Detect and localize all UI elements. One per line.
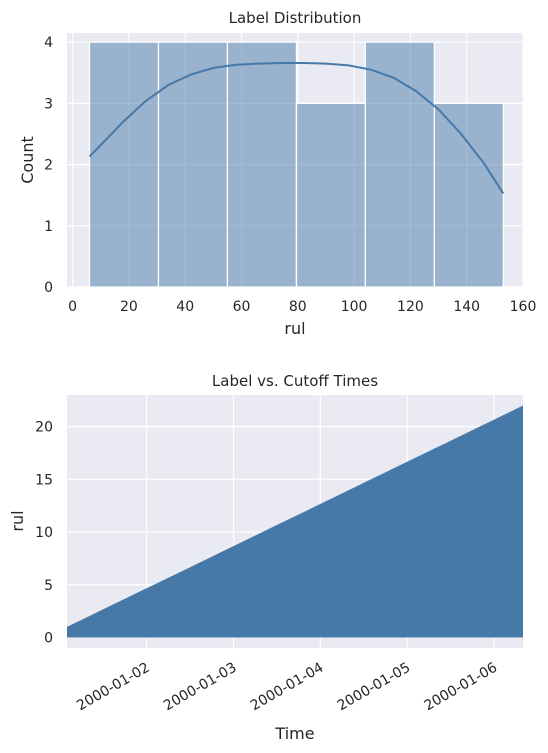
x-tick-label: 2000-01-04 — [248, 660, 327, 715]
histogram-bars — [88, 41, 504, 288]
x-tick-label: 120 — [397, 299, 424, 315]
y-tick-labels: 0 5 10 15 20 — [35, 420, 53, 647]
x-tick-label: 140 — [453, 299, 480, 315]
histogram-bar — [364, 41, 435, 288]
histogram-bar — [433, 102, 504, 288]
y-tick-label: 0 — [44, 280, 53, 296]
area-chart: Label vs. Cutoff Times 2000-01-02 2000-01… — [8, 372, 523, 743]
x-tick-label: 160 — [510, 299, 537, 315]
y-axis-label: Count — [18, 136, 37, 184]
y-tick-label: 4 — [44, 35, 53, 51]
x-axis-label: rul — [284, 319, 305, 338]
x-tick-label: 2000-01-06 — [422, 660, 501, 715]
chart-title: Label Distribution — [229, 9, 362, 27]
x-tick-labels: 2000-01-02 2000-01-03 2000-01-04 2000-01-05… — [74, 660, 500, 715]
x-axis-label: Time — [274, 724, 314, 743]
x-tick-label: 40 — [176, 299, 194, 315]
y-tick-labels: 0 1 2 3 4 — [44, 35, 53, 296]
kde-line — [88, 62, 505, 194]
y-tick-label: 15 — [35, 472, 53, 488]
y-tick-label: 1 — [44, 219, 53, 235]
x-tick-label: 2000-01-03 — [161, 660, 239, 715]
x-tick-label: 2000-01-02 — [74, 660, 152, 715]
x-tick-label: 100 — [341, 299, 368, 315]
y-tick-label: 2 — [44, 158, 53, 174]
histogram-bar — [157, 41, 229, 288]
y-tick-label: 5 — [44, 578, 53, 594]
x-tick-label: 2000-01-05 — [335, 660, 413, 715]
y-tick-label: 3 — [44, 96, 53, 112]
histogram-bar — [295, 102, 366, 288]
area-series — [67, 405, 523, 638]
chart-title: Label vs. Cutoff Times — [212, 372, 378, 390]
histogram-chart: Label Distribution 0 20 40 60 80 100 120 140 160… — [18, 9, 536, 338]
histogram-bar — [88, 41, 160, 288]
y-tick-label: 0 — [44, 630, 53, 646]
y-tick-label: 10 — [35, 525, 53, 541]
y-axis-label: rul — [8, 510, 27, 531]
x-tick-label: 0 — [68, 299, 77, 315]
x-tick-label: 60 — [233, 299, 251, 315]
y-tick-label: 20 — [35, 420, 53, 436]
histogram-bar — [226, 41, 298, 288]
x-tick-label: 80 — [289, 299, 307, 315]
x-tick-labels: 0 20 40 60 80 100 120 140 160 — [68, 299, 536, 315]
x-tick-label: 20 — [120, 299, 138, 315]
